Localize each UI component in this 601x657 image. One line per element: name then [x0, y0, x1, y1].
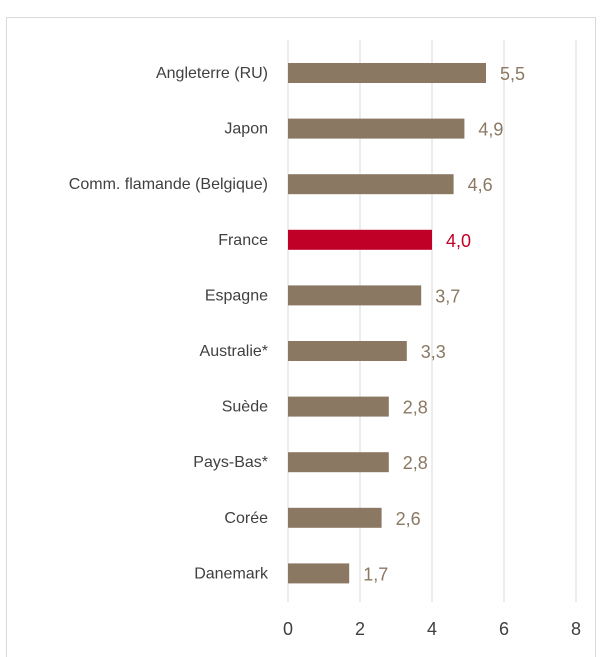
x-tick-label: 4 [427, 619, 437, 639]
x-tick-label: 8 [571, 619, 581, 639]
x-tick-label: 2 [355, 619, 365, 639]
data-label: 3,3 [421, 342, 446, 362]
bar [288, 285, 422, 306]
bar [288, 63, 486, 83]
x-tick-label: 6 [499, 619, 509, 639]
data-label: 2,6 [396, 509, 421, 529]
x-tick-label: 0 [283, 619, 293, 639]
category-label: Suède [222, 399, 268, 416]
category-label: Danemark [194, 565, 269, 582]
category-label: Espagne [205, 287, 268, 304]
data-label: 4,9 [478, 120, 503, 140]
category-label: Corée [224, 510, 268, 527]
data-label: 1,7 [363, 564, 388, 584]
bar [288, 341, 407, 361]
bar [288, 563, 350, 584]
bar [288, 174, 454, 195]
value-labels: 5,5 4,9 4,6 4,0 3,7 3,3 2,8 2,8 2,6 1,7 [363, 64, 525, 584]
category-label: Pays-Bas* [193, 454, 268, 471]
category-label: Comm. flamande (Belgique) [69, 176, 268, 193]
bars [288, 63, 486, 584]
category-label: Japon [224, 121, 268, 138]
category-label: Australie* [200, 343, 268, 360]
data-label: 4,0 [446, 231, 471, 251]
bar [288, 396, 389, 417]
data-label: 3,7 [435, 286, 460, 306]
data-label: 4,6 [468, 175, 493, 195]
data-label: 2,8 [403, 453, 428, 473]
data-label: 2,8 [403, 398, 428, 418]
bar [288, 229, 432, 250]
bar [288, 507, 382, 528]
data-label: 5,5 [500, 64, 525, 84]
category-label: Angleterre (RU) [156, 65, 268, 82]
chart-frame [6, 17, 596, 657]
category-labels: Angleterre (RU) Japon Comm. flamande (Belg… [69, 65, 269, 582]
bar [288, 452, 389, 473]
category-label: France [218, 232, 268, 249]
x-axis-ticks: 0 2 4 6 8 [283, 619, 581, 639]
bar [288, 118, 465, 139]
